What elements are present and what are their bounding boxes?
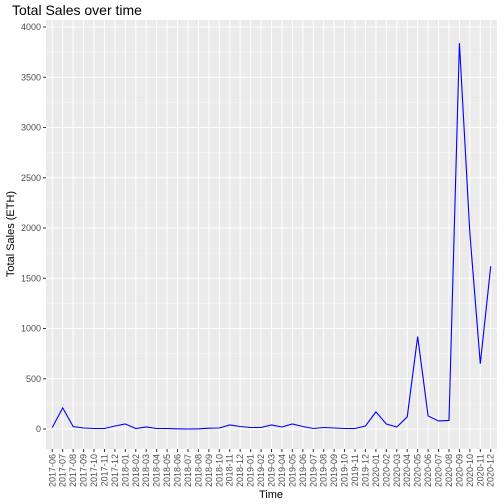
x-tick-label: 2018-06 xyxy=(173,454,183,487)
chart-title: Total Sales over time xyxy=(12,2,142,18)
y-tick-label: 2000 xyxy=(21,223,41,233)
x-tick-label: 2020-04 xyxy=(402,454,412,487)
x-tick-label: 2018-12 xyxy=(235,454,245,487)
x-tick-label: 2018-09 xyxy=(204,454,214,487)
x-tick-label: 2020-02 xyxy=(381,454,391,487)
x-tick-label: 2019-11 xyxy=(350,454,360,486)
x-tick-label: 2018-03 xyxy=(141,454,151,487)
x-tick-label: 2017-07 xyxy=(58,454,68,487)
x-tick-label: 2019-01 xyxy=(246,454,256,487)
x-tick-label: 2017-06 xyxy=(47,454,57,487)
y-tick-label: 4000 xyxy=(21,22,41,32)
x-tick-label: 2019-06 xyxy=(298,454,308,487)
x-tick-label: 2019-02 xyxy=(256,454,266,487)
x-tick-label: 2017-12 xyxy=(110,454,120,487)
x-tick-label: 2017-08 xyxy=(68,454,78,487)
x-tick-label: 2019-04 xyxy=(277,454,287,487)
y-tick-label: 2500 xyxy=(21,173,41,183)
line xyxy=(51,43,492,430)
x-axis-title: Time xyxy=(259,489,283,501)
x-tick-label: 2019-05 xyxy=(287,454,297,487)
x-tick-label: 2019-08 xyxy=(319,454,329,487)
x-tick-label: 2018-07 xyxy=(183,454,193,487)
x-tick-label: 2018-11 xyxy=(225,454,235,486)
x-tick-label: 2020-05 xyxy=(413,454,423,487)
x-tick-label: 2020-03 xyxy=(392,454,402,487)
x-tick-label: 2018-05 xyxy=(162,454,172,487)
y-tick-label: 500 xyxy=(26,374,41,384)
x-tick-label: 2018-08 xyxy=(193,454,203,487)
x-tick-label: 2019-09 xyxy=(329,454,339,487)
x-tick-label: 2018-04 xyxy=(152,454,162,487)
x-tick-label: 2020-12 xyxy=(486,454,496,487)
x-tick-label: 2020-08 xyxy=(444,454,454,487)
x-tick-label: 2019-12 xyxy=(360,454,370,487)
x-tick-label: 2020-01 xyxy=(371,454,381,487)
x-tick-label: 2020-07 xyxy=(434,454,444,487)
x-tick-label: 2020-11 xyxy=(475,454,485,486)
x-tick-label: 2018-02 xyxy=(131,454,141,487)
x-tick-label: 2019-10 xyxy=(340,454,350,487)
x-tick-label: 2020-10 xyxy=(465,454,475,487)
x-tick-label: 2019-03 xyxy=(267,454,277,487)
x-tick-label: 2020-09 xyxy=(454,454,464,487)
x-tick-label: 2017-09 xyxy=(79,454,89,487)
y-tick-label: 1000 xyxy=(21,324,41,334)
x-tick-label: 2017-11 xyxy=(99,454,109,486)
x-tick-label: 2018-10 xyxy=(214,454,224,487)
y-tick-label: 1500 xyxy=(21,273,41,283)
y-tick-label: 3500 xyxy=(21,72,41,82)
x-tick-label: 2020-06 xyxy=(423,454,433,487)
y-axis-title: Total Sales (ETH) xyxy=(5,191,17,277)
x-tick-label: 2018-01 xyxy=(120,454,130,487)
x-tick-label: 2019-07 xyxy=(308,454,318,487)
y-tick-label: 3000 xyxy=(21,123,41,133)
x-tick-label: 2017-10 xyxy=(89,454,99,487)
y-tick-label: 0 xyxy=(36,424,41,434)
